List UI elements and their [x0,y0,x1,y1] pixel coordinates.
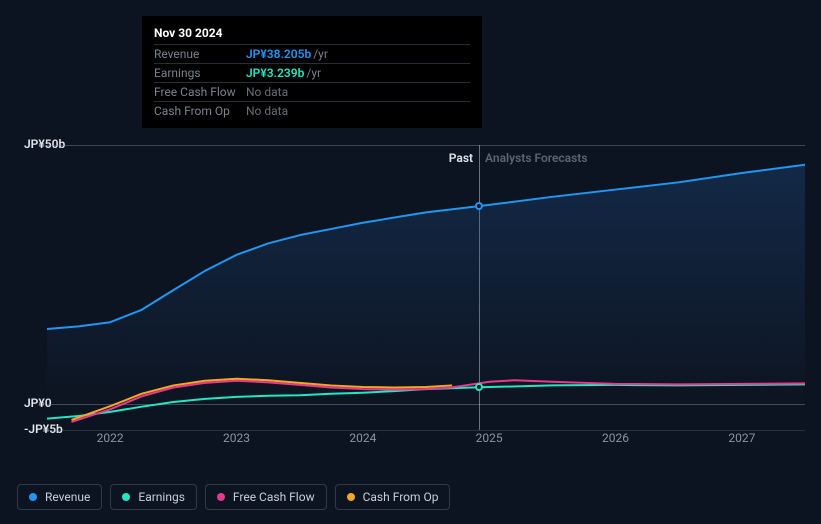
legend-dot-icon [347,493,355,501]
legend-item-revenue[interactable]: Revenue [17,484,102,510]
tooltip-row: Free Cash FlowNo data [154,82,470,101]
chart-legend: Revenue Earnings Free Cash Flow Cash From O… [17,484,450,510]
tooltip-row: RevenueJP¥38.205b /yr [154,44,470,63]
tooltip-row-value: JP¥3.239b [246,66,304,80]
legend-label: Cash From Op [363,490,439,504]
plot-area[interactable]: PastAnalysts Forecasts [47,145,805,430]
x-tick-label: 2025 [476,431,503,445]
tooltip-row-label: Cash From Op [154,104,246,118]
tooltip-row-label: Revenue [154,47,246,61]
legend-item-cfo[interactable]: Cash From Op [335,484,451,510]
legend-label: Earnings [138,490,185,504]
legend-label: Revenue [45,490,90,504]
tooltip-row-label: Earnings [154,66,246,80]
legend-dot-icon [29,493,37,501]
legend-label: Free Cash Flow [233,490,315,504]
legend-dot-icon [122,493,130,501]
legend-dot-icon [217,493,225,501]
tooltip-rows: RevenueJP¥38.205b /yrEarningsJP¥3.239b /… [154,44,470,120]
tooltip-row: EarningsJP¥3.239b /yr [154,63,470,82]
x-tick-label: 2024 [349,431,376,445]
x-tick-label: 2027 [728,431,755,445]
tooltip-row-nodata: No data [246,85,288,99]
legend-item-earnings[interactable]: Earnings [110,484,197,510]
revenue-area [47,165,805,404]
tooltip-row-unit: /yr [306,66,321,80]
tooltip-row: Cash From OpNo data [154,101,470,120]
tooltip-date: Nov 30 2024 [154,26,470,40]
earnings-cursor-marker [475,383,483,391]
tooltip-row-nodata: No data [246,104,288,118]
chart-svg [47,145,805,430]
x-tick-label: 2026 [602,431,629,445]
x-tick-label: 2022 [97,431,124,445]
gridline [47,430,805,431]
chart-tooltip: Nov 30 2024 RevenueJP¥38.205b /yrEarning… [142,16,482,128]
tooltip-row-value: JP¥38.205b [246,47,311,61]
tooltip-row-unit: /yr [313,47,328,61]
legend-item-fcf[interactable]: Free Cash Flow [205,484,327,510]
x-tick-label: 2023 [223,431,250,445]
chart-container: JP¥50bJP¥0-JP¥5b PastAnalysts Forecasts … [17,125,805,445]
tooltip-row-label: Free Cash Flow [154,85,246,99]
revenue-cursor-marker [475,202,483,210]
